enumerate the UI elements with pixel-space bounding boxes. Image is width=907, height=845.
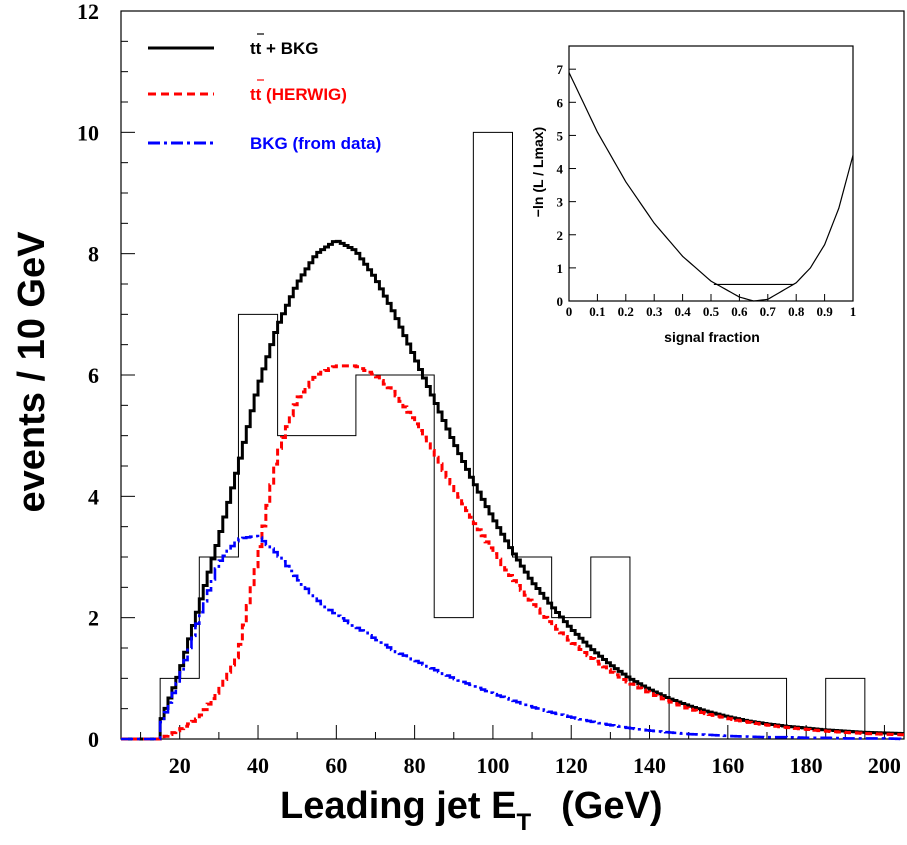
y-axis-title: events / 10 GeV [11, 231, 53, 513]
inset-y-tick-label: 0 [557, 294, 564, 309]
inset-x-tick-label: 0.4 [674, 304, 691, 319]
inset-plot: 0 1 2 3 4 5 6 7 0 0.1 0.2 0.3 0.4 0.5 0.6 0.7 0.8 0.9 1 −… [530, 45, 857, 345]
x-tick-label: 40 [247, 753, 269, 778]
data-histogram [159, 131, 866, 740]
curve-herwig [121, 364, 904, 741]
y-tick-label: 2 [88, 606, 99, 631]
inset-frame [568, 45, 854, 302]
y-tick-label: 6 [88, 363, 99, 388]
x-tick-label: 140 [633, 753, 666, 778]
y-tick-label: 10 [77, 120, 99, 145]
x-tick-label: 200 [868, 753, 901, 778]
inset-y-tick-label: 7 [557, 62, 564, 77]
legend-label-bkg: BKG (from data) [250, 134, 381, 153]
legend-label-total: tt + BKG [250, 39, 318, 58]
x-axis-title-main: Leading jet E [280, 785, 516, 827]
inset-x-tick-label: 0.7 [760, 304, 777, 319]
fit-curves [121, 239, 904, 741]
inset-y-tick-label: 1 [557, 261, 564, 276]
inset-y-axis-title: −ln (L / Lmax) [530, 127, 546, 217]
x-axis-title-sub: T [516, 809, 531, 836]
inset-x-tick-label: 0.5 [703, 304, 720, 319]
y-axis-ticks: 0 2 4 6 8 10 12 [77, 0, 135, 752]
inset-y-tick-label: 3 [557, 195, 564, 210]
y-tick-label: 4 [88, 484, 99, 509]
data-histogram-outline [159, 131, 866, 740]
inset-y-tick-label: 2 [557, 228, 564, 243]
inset-y-tick-label: 6 [557, 95, 564, 110]
y-tick-label: 0 [88, 727, 99, 752]
inset-x-tick-label: 0.2 [618, 304, 634, 319]
legend-label-herwig: tt (HERWIG) [250, 85, 347, 104]
curve-bkg [121, 534, 904, 741]
inset-x-axis-title: signal fraction [664, 329, 760, 345]
x-tick-label: 20 [169, 753, 191, 778]
inset-y-tick-label: 5 [557, 128, 564, 143]
x-tick-label: 100 [476, 753, 509, 778]
inset-x-tick-label: 0.9 [816, 304, 833, 319]
y-tick-label: 8 [88, 242, 99, 267]
inset-y-axis-ticks: 0 1 2 3 4 5 6 7 [557, 62, 576, 309]
inset-likelihood-line [568, 72, 854, 302]
inset-x-tick-label: 0.1 [589, 304, 605, 319]
inset-x-axis-ticks: 0 0.1 0.2 0.3 0.4 0.5 0.6 0.7 0.8 0.9 1 [566, 294, 857, 319]
inset-x-tick-label: 1 [850, 304, 857, 319]
inset-likelihood-curve [568, 72, 854, 302]
y-tick-label: 12 [77, 0, 99, 24]
x-tick-label: 60 [325, 753, 347, 778]
x-tick-label: 120 [555, 753, 588, 778]
inset-y-tick-label: 4 [557, 162, 564, 177]
legend: tt + BKG tt (HERWIG) BKG (from data) [148, 33, 381, 153]
inset-x-tick-label: 0.6 [731, 304, 748, 319]
x-tick-label: 80 [404, 753, 426, 778]
inset-x-tick-label: 0.3 [646, 304, 663, 319]
inset-x-tick-label: 0 [566, 304, 573, 319]
x-axis-title-unit: (GeV) [561, 785, 662, 827]
x-axis-title: Leading jet ET (GeV) [280, 785, 663, 836]
x-axis-ticks: 20 40 60 80 100 120 140 160 180 200 [140, 725, 901, 778]
x-tick-label: 160 [711, 753, 744, 778]
x-tick-label: 180 [790, 753, 823, 778]
inset-x-tick-label: 0.8 [788, 304, 805, 319]
